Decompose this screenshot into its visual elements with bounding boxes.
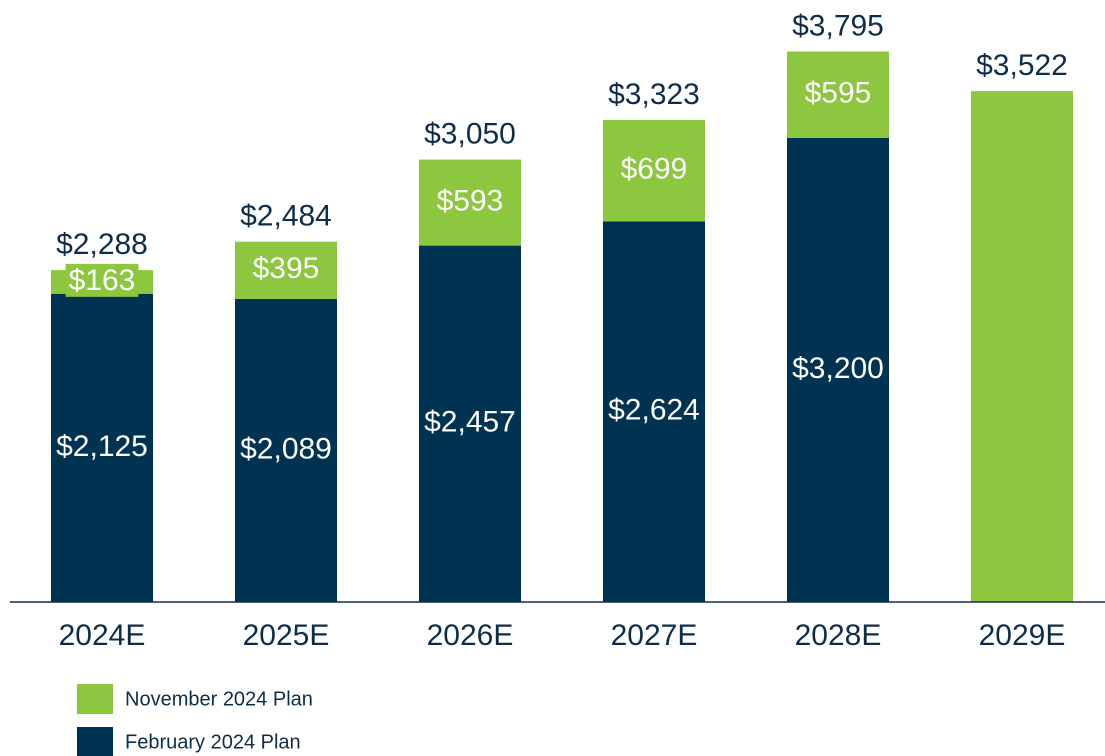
total-label: $3,522	[976, 49, 1068, 82]
value-label: $395	[253, 252, 320, 285]
legend-label: November 2024 Plan	[125, 688, 313, 710]
value-label-bg	[237, 432, 335, 466]
legend-swatch	[77, 684, 113, 714]
value-label-bg	[605, 393, 703, 427]
value-label: $163	[69, 264, 136, 297]
value-label: $2,457	[424, 406, 516, 439]
value-label: $2,089	[240, 432, 332, 465]
total-label: $3,323	[608, 78, 700, 111]
legend-label: February 2024 Plan	[125, 731, 301, 753]
x-tick-label: 2027E	[611, 619, 698, 652]
value-label: $699	[621, 153, 688, 186]
total-label: $3,795	[792, 9, 884, 42]
total-label: $3,050	[424, 117, 516, 150]
value-label-bg	[433, 184, 507, 218]
value-label-bg	[617, 152, 691, 186]
x-tick-label: 2026E	[427, 619, 514, 652]
x-tick-label: 2024E	[59, 619, 146, 652]
value-label: $595	[805, 77, 872, 110]
value-label-bg	[789, 351, 887, 385]
value-label-bg	[801, 76, 875, 110]
value-label: $2,624	[608, 394, 700, 427]
x-tick-label: 2025E	[243, 619, 330, 652]
x-tick-label: 2028E	[795, 619, 882, 652]
value-label: $593	[437, 184, 504, 217]
total-label: $2,484	[240, 200, 332, 233]
value-label-bg	[249, 252, 323, 286]
x-tick-label: 2029E	[979, 619, 1066, 652]
legend-swatch	[77, 727, 113, 756]
bar-segment	[971, 91, 1073, 602]
value-label-bg	[53, 429, 151, 463]
total-label: $2,288	[56, 228, 148, 261]
value-label: $3,200	[792, 352, 884, 385]
value-label: $2,125	[56, 430, 148, 463]
value-label-bg	[421, 405, 519, 439]
value-label-bg	[65, 263, 139, 297]
